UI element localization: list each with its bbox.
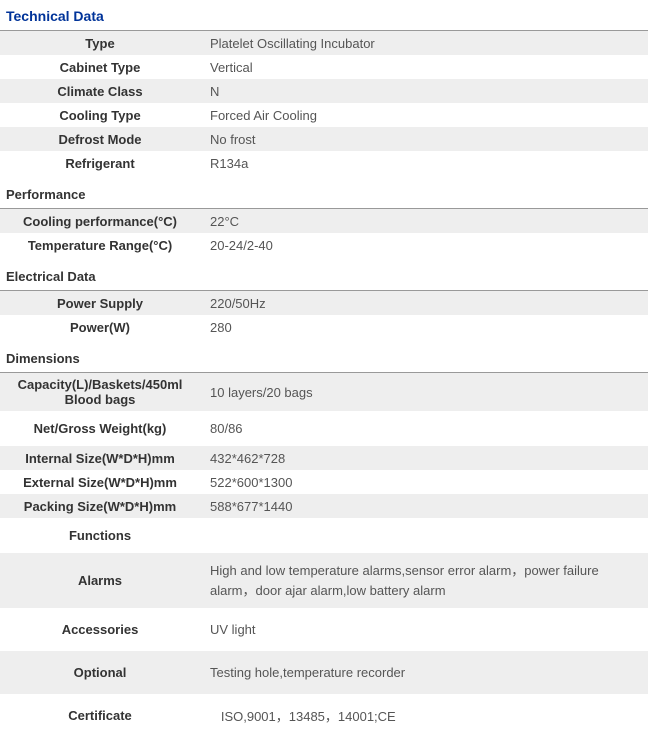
value-external-size: 522*600*1300 [200, 471, 648, 494]
value-cooling-type: Forced Air Cooling [200, 104, 648, 127]
row-packing-size: Packing Size(W*D*H)mm 588*677*1440 [0, 494, 648, 518]
label-weight: Net/Gross Weight(kg) [0, 411, 200, 446]
label-refrigerant: Refrigerant [0, 152, 200, 175]
label-alarms: Alarms [0, 559, 200, 602]
label-internal-size: Internal Size(W*D*H)mm [0, 447, 200, 470]
label-power-w: Power(W) [0, 316, 200, 339]
label-capacity: Capacity(L)/Baskets/450ml Blood bags [0, 373, 200, 411]
row-accessories: Accessories UV light [0, 608, 648, 651]
value-temp-range: 20-24/2-40 [200, 234, 648, 257]
row-functions: Functions [0, 518, 648, 553]
label-power-supply: Power Supply [0, 292, 200, 315]
row-internal-size: Internal Size(W*D*H)mm 432*462*728 [0, 446, 648, 470]
row-alarms: Alarms High and low temperature alarms,s… [0, 553, 648, 608]
label-cooling-type: Cooling Type [0, 104, 200, 127]
value-type: Platelet Oscillating Incubator [200, 32, 648, 55]
row-type: Type Platelet Oscillating Incubator [0, 31, 648, 55]
row-external-size: External Size(W*D*H)mm 522*600*1300 [0, 470, 648, 494]
label-defrost-mode: Defrost Mode [0, 128, 200, 151]
row-power-w: Power(W) 280 [0, 315, 648, 339]
section-header-technical: Technical Data [0, 0, 648, 31]
row-certificate: Certificate ISO,9001，13485，14001;CE [0, 694, 648, 737]
row-defrost-mode: Defrost Mode No frost [0, 127, 648, 151]
row-capacity: Capacity(L)/Baskets/450ml Blood bags 10 … [0, 373, 648, 411]
row-cooling-type: Cooling Type Forced Air Cooling [0, 103, 648, 127]
value-weight: 80/86 [200, 417, 648, 440]
label-temp-range: Temperature Range(°C) [0, 234, 200, 257]
label-certificate: Certificate [0, 694, 200, 737]
value-certificate: ISO,9001，13485，14001;CE [200, 702, 648, 729]
value-power-w: 280 [200, 316, 648, 339]
value-refrigerant: R134a [200, 152, 648, 175]
row-optional: Optional Testing hole,temperature record… [0, 651, 648, 694]
row-refrigerant: Refrigerant R134a [0, 151, 648, 175]
label-cooling-perf: Cooling performance(°C) [0, 210, 200, 233]
row-cooling-perf: Cooling performance(°C) 22°C [0, 209, 648, 233]
value-climate-class: N [200, 80, 648, 103]
row-cabinet-type: Cabinet Type Vertical [0, 55, 648, 79]
value-cabinet-type: Vertical [200, 56, 648, 79]
label-cabinet-type: Cabinet Type [0, 56, 200, 79]
value-functions [200, 532, 648, 540]
section-header-performance: Performance [0, 175, 648, 209]
value-packing-size: 588*677*1440 [200, 495, 648, 518]
value-cooling-perf: 22°C [200, 210, 648, 233]
label-type: Type [0, 32, 200, 55]
section-header-electrical: Electrical Data [0, 257, 648, 291]
row-temp-range: Temperature Range(°C) 20-24/2-40 [0, 233, 648, 257]
row-power-supply: Power Supply 220/50Hz [0, 291, 648, 315]
label-external-size: External Size(W*D*H)mm [0, 471, 200, 494]
label-functions: Functions [0, 518, 200, 553]
value-capacity: 10 layers/20 bags [200, 381, 648, 404]
label-packing-size: Packing Size(W*D*H)mm [0, 495, 200, 518]
label-optional: Optional [0, 651, 200, 694]
label-accessories: Accessories [0, 608, 200, 651]
value-power-supply: 220/50Hz [200, 292, 648, 315]
row-climate-class: Climate Class N [0, 79, 648, 103]
value-internal-size: 432*462*728 [200, 447, 648, 470]
value-alarms: High and low temperature alarms,sensor e… [200, 553, 648, 608]
value-accessories: UV light [200, 618, 648, 641]
section-header-dimensions: Dimensions [0, 339, 648, 373]
value-optional: Testing hole,temperature recorder [200, 661, 648, 684]
value-defrost-mode: No frost [200, 128, 648, 151]
row-weight: Net/Gross Weight(kg) 80/86 [0, 411, 648, 446]
label-climate-class: Climate Class [0, 80, 200, 103]
